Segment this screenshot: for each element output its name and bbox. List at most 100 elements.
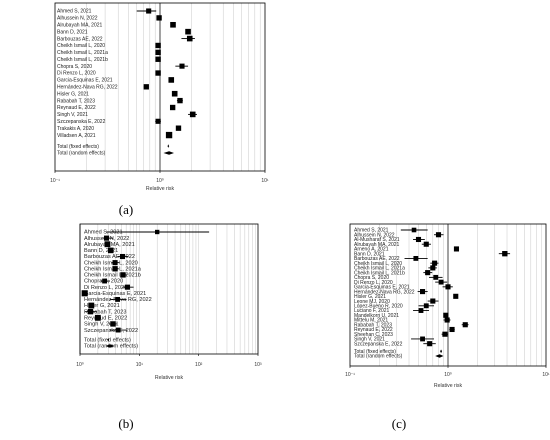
study-label: Al-Musharaf S, 2021 bbox=[354, 237, 400, 243]
study-label: Alrubayah MA, 2021 bbox=[57, 22, 103, 28]
effect-marker bbox=[423, 303, 429, 309]
pooled-label: Total (random effects) bbox=[354, 354, 403, 360]
study-label: Alrubayah MA, 2021 bbox=[354, 242, 400, 248]
study-label: Cheikh Ismail L, 2021b bbox=[354, 270, 405, 276]
study-label: Cheikh Ismail L, 2020 bbox=[84, 260, 138, 266]
study-label: Cheikh Ismail L, 2020 bbox=[354, 261, 402, 267]
effect-marker bbox=[102, 278, 108, 284]
study-label: Cheikh Ismail L, 2021b bbox=[57, 57, 108, 63]
study-label: Hernández-Nava RG, 2022 bbox=[57, 85, 118, 91]
effect-marker bbox=[168, 77, 175, 83]
x-axis-label: Relative risk bbox=[146, 186, 175, 192]
study-label: Garcia-Esquinas E, 2021 bbox=[354, 285, 410, 291]
effect-marker bbox=[88, 302, 95, 309]
study-label: Di Renzo L, 2020 bbox=[57, 71, 96, 77]
study-label: Reynaud E, 2022 bbox=[354, 327, 393, 333]
effect-marker bbox=[425, 270, 431, 276]
effect-marker bbox=[156, 15, 162, 21]
study-label: Singh V, 2021 bbox=[354, 337, 385, 343]
effect-marker bbox=[185, 28, 191, 35]
study-label: Cheikh Ismail L, 2021a bbox=[354, 266, 405, 272]
x-tick-label: 10¹ bbox=[136, 362, 144, 368]
effect-marker bbox=[427, 341, 433, 347]
effect-marker bbox=[155, 56, 161, 62]
effect-marker bbox=[104, 241, 111, 248]
effect-marker bbox=[423, 241, 429, 247]
effect-marker bbox=[115, 296, 121, 302]
pooled-label: Total (fixed effects) bbox=[84, 338, 131, 344]
effect-marker bbox=[413, 255, 419, 261]
effect-marker bbox=[155, 229, 160, 235]
effect-marker bbox=[179, 63, 185, 69]
study-label: Di Renzo L, 2020 bbox=[84, 285, 127, 291]
x-tick-label: 10⁰ bbox=[76, 362, 84, 368]
study-label: Rababah T, 2023 bbox=[354, 322, 392, 328]
x-tick-label: 10⁰ bbox=[444, 372, 452, 378]
study-label: Alhussein N, 2022 bbox=[57, 16, 98, 22]
pooled-diamond bbox=[440, 349, 443, 354]
effect-marker bbox=[502, 251, 508, 257]
study-label: Villadsen A, 2021 bbox=[57, 133, 96, 139]
effect-marker bbox=[411, 227, 417, 233]
study-label: Hisler G, 2021 bbox=[354, 294, 386, 300]
study-label: Arneno A, 2021 bbox=[354, 247, 389, 253]
x-tick-label: 10⁻¹ bbox=[50, 178, 60, 184]
study-label: Szczepanska E, 2022 bbox=[354, 341, 403, 347]
x-tick-label: 10¹ bbox=[261, 178, 269, 184]
effect-marker bbox=[155, 42, 161, 49]
effect-marker bbox=[169, 104, 176, 111]
effect-marker bbox=[112, 260, 118, 266]
study-label: Garcia-Esquinas E, 2021 bbox=[57, 78, 113, 84]
effect-marker bbox=[155, 70, 161, 76]
effect-marker bbox=[438, 279, 444, 285]
study-label: Bann D, 2021 bbox=[354, 251, 385, 257]
study-label: Hisler G, 2021 bbox=[84, 303, 120, 309]
study-label: Reynaud E, 2022 bbox=[57, 105, 96, 111]
pooled-label: Total (random effects) bbox=[57, 151, 106, 157]
panel-caption-b: (b) bbox=[118, 416, 133, 431]
study-label: Bann D, 2021 bbox=[84, 248, 118, 254]
effect-marker bbox=[420, 289, 426, 295]
study-label: Ahmed S, 2021 bbox=[84, 230, 123, 236]
effect-marker bbox=[418, 308, 424, 313]
effect-marker bbox=[175, 125, 182, 131]
study-label: Reynaud E, 2022 bbox=[84, 316, 127, 322]
study-label: Chopra S, 2020 bbox=[57, 64, 92, 70]
study-label: Cheikh Ismail L, 2020 bbox=[57, 43, 105, 49]
study-label: Barbouzas AE, 2022 bbox=[57, 36, 103, 42]
effect-marker bbox=[177, 97, 183, 104]
effect-marker bbox=[165, 131, 173, 139]
study-label: Alhussein N, 2022 bbox=[354, 232, 395, 238]
pooled-diamond bbox=[435, 354, 444, 358]
pooled-diamond bbox=[163, 151, 175, 155]
pooled-diamond bbox=[107, 338, 110, 342]
study-label: Ahmed S, 2021 bbox=[57, 9, 92, 15]
effect-marker bbox=[453, 293, 459, 299]
study-label: Bann D, 2021 bbox=[57, 29, 88, 35]
effect-marker bbox=[435, 232, 442, 238]
effect-marker bbox=[115, 327, 121, 333]
study-label: Rababah T, 2023 bbox=[84, 309, 127, 315]
study-label: Ahmed S, 2021 bbox=[354, 228, 389, 234]
effect-marker bbox=[103, 235, 110, 241]
effect-marker bbox=[432, 260, 438, 266]
study-label: Mittelu M, 2021 bbox=[354, 318, 388, 324]
x-tick-label: 10³ bbox=[254, 362, 262, 368]
effect-marker bbox=[87, 309, 94, 315]
x-tick-label: 10⁰ bbox=[156, 178, 164, 184]
study-label: Cheikh Ismail L, 2021b bbox=[84, 273, 141, 279]
effect-marker bbox=[433, 274, 439, 280]
effect-marker bbox=[110, 321, 116, 327]
pooled-label: Total (fixed effects) bbox=[354, 349, 396, 355]
effect-marker bbox=[155, 118, 161, 124]
effect-marker bbox=[189, 111, 196, 118]
effect-marker bbox=[445, 284, 451, 290]
study-label: Singh V, 2021 bbox=[84, 322, 119, 328]
effect-marker bbox=[443, 312, 449, 318]
effect-marker bbox=[430, 265, 436, 271]
study-label: Hernández-Nava RG, 2022 bbox=[354, 289, 415, 295]
study-label: Singh V, 2021 bbox=[57, 112, 88, 118]
effect-marker bbox=[143, 84, 149, 90]
effect-marker bbox=[171, 90, 178, 97]
